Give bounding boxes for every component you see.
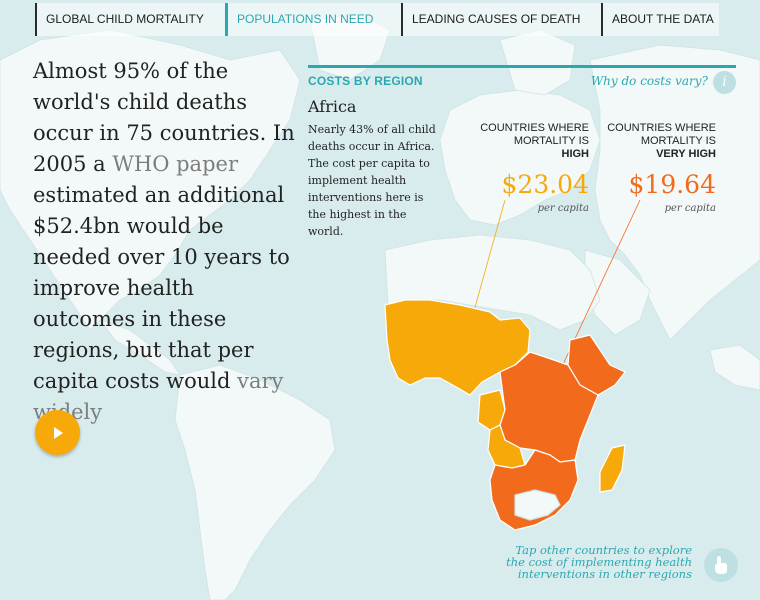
south-africa-region	[514, 489, 561, 521]
who-paper-link[interactable]: WHO paper	[112, 152, 238, 176]
high-leader-line	[471, 199, 506, 319]
high-cost-unit: per capita	[537, 203, 589, 214]
very-high-header-text: COUNTRIES WHERE MORTALITY IS	[607, 122, 716, 147]
why-costs-vary-link[interactable]: Why do costs vary?	[590, 74, 708, 88]
south-america-landmass	[174, 364, 336, 600]
tab-populations-in-need[interactable]: POPULATIONS IN NEED	[225, 3, 401, 36]
tab-global-child-mortality[interactable]: GLOBAL CHILD MORTALITY	[35, 3, 225, 36]
tap-hand-icon	[704, 548, 738, 582]
very-high-cost-unit: per capita	[664, 203, 716, 214]
high-cost-value: $23.04	[501, 170, 589, 199]
tap-hint-text: Tap other countries to explore the cost …	[506, 543, 692, 581]
very-high-cost-value: $19.64	[628, 170, 716, 199]
madagascar-region[interactable]	[599, 444, 626, 493]
region-name: Africa	[308, 97, 357, 116]
tab-about-the-data[interactable]: ABOUT THE DATA	[601, 3, 719, 36]
intro-text-2: estimated an additional $52.4bn would be…	[33, 183, 290, 393]
asia-landmass	[589, 44, 760, 341]
hand-pointer-glyph	[715, 556, 727, 574]
tab-leading-causes-of-death[interactable]: LEADING CAUSES OF DEATH	[401, 3, 601, 36]
region-description: Nearly 43% of all child deaths occur in …	[308, 123, 436, 238]
info-icon[interactable]: i	[713, 71, 736, 94]
very-high-column-header: COUNTRIES WHERE MORTALITY IS VERY HIGH	[597, 122, 716, 161]
high-level-text: HIGH	[561, 148, 590, 160]
play-icon	[53, 426, 63, 439]
islands-landmass	[709, 344, 760, 391]
section-title: COSTS BY REGION	[308, 74, 423, 88]
high-column-header: COUNTRIES WHERE MORTALITY IS HIGH	[470, 122, 589, 161]
play-button[interactable]	[35, 410, 80, 455]
intro-text-1: Almost 95% of the world's child deaths o…	[33, 59, 295, 176]
panel-divider	[308, 65, 736, 68]
very-high-level-text: VERY HIGH	[656, 148, 716, 160]
high-header-text: COUNTRIES WHERE MORTALITY IS	[480, 122, 589, 147]
intro-paragraph: Almost 95% of the world's child deaths o…	[33, 56, 298, 428]
north-america-landmass	[0, 29, 301, 331]
top-nav: GLOBAL CHILD MORTALITY POPULATIONS IN NE…	[35, 3, 719, 36]
